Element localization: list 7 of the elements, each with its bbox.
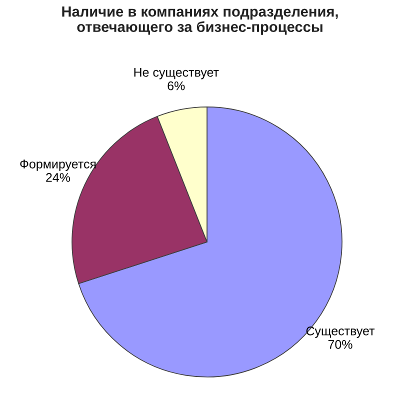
data-label: 70%: [328, 340, 352, 349]
slice-label: Существует: [306, 326, 375, 338]
data-label: 6%: [168, 81, 185, 90]
slice-label: Не существует: [134, 68, 219, 80]
chart-title: Наличие в компаниях подразделения, отвечающего за бизнес-процессы: [62, 6, 338, 35]
data-label: 24%: [46, 173, 70, 182]
slice-label: Формируется: [20, 160, 96, 171]
